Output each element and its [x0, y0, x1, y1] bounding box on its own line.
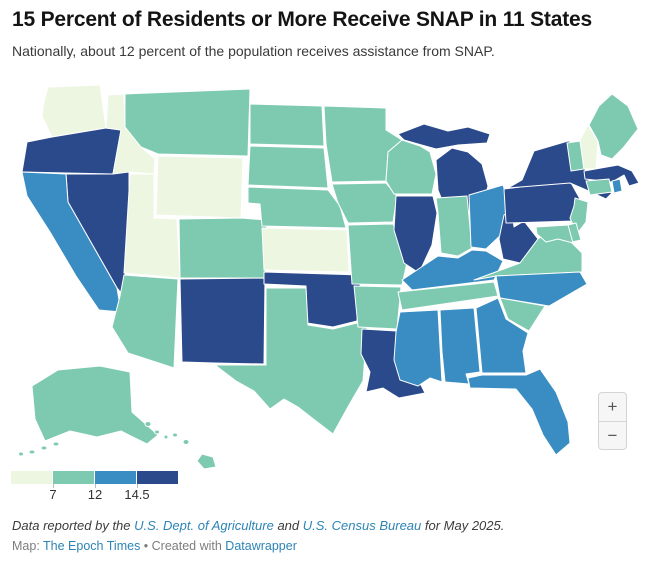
state-nm[interactable]	[179, 277, 266, 365]
state-ms[interactable]	[393, 309, 443, 387]
state-ut[interactable]	[123, 173, 181, 279]
state-me[interactable]	[588, 93, 639, 160]
state-wi[interactable]	[385, 139, 437, 195]
zoom-out-button[interactable]: −	[599, 421, 626, 449]
legend-swatch-below-7	[11, 471, 52, 484]
state-sc[interactable]	[499, 297, 546, 332]
legend-break-label: 14.5	[124, 487, 150, 502]
state-sd[interactable]	[247, 145, 329, 189]
epoch-times-link[interactable]: The Epoch Times	[43, 539, 141, 553]
alaska-aleutian-island[interactable]	[40, 445, 48, 451]
state-tx[interactable]	[214, 287, 368, 435]
state-ak[interactable]	[31, 365, 159, 445]
state-or[interactable]	[21, 127, 122, 175]
legend-swatch-12-14-5	[95, 471, 136, 484]
state-az[interactable]	[111, 274, 179, 369]
alaska-aleutian-island[interactable]	[28, 449, 36, 455]
census-bureau-link[interactable]: U.S. Census Bureau	[302, 518, 422, 533]
hawaii-island[interactable]	[154, 429, 160, 435]
separator-dot: •	[140, 539, 152, 553]
source-text: and	[273, 518, 303, 533]
state-md[interactable]	[535, 224, 574, 244]
hawaii-island[interactable]	[182, 439, 190, 445]
map-zoom-controls: + −	[598, 392, 627, 450]
state-mt[interactable]	[124, 88, 251, 157]
legend-color-bar	[11, 471, 183, 484]
hawaii-big-island[interactable]	[196, 453, 217, 470]
map-credit-text: Map:	[12, 539, 44, 553]
state-mi-upper-peninsula[interactable]	[397, 123, 491, 150]
us-choropleth-map	[18, 84, 640, 470]
state-fl[interactable]	[467, 368, 571, 456]
hawaii-island[interactable]	[172, 432, 178, 438]
alaska-aleutian-island[interactable]	[18, 451, 24, 457]
state-ky[interactable]	[401, 249, 504, 291]
state-ia[interactable]	[331, 182, 398, 224]
state-ga[interactable]	[475, 297, 529, 374]
zoom-in-button[interactable]: +	[599, 393, 626, 421]
state-tn[interactable]	[397, 281, 499, 311]
state-nd[interactable]	[249, 103, 325, 147]
state-ne[interactable]	[247, 186, 347, 229]
color-legend: 7 12 14.5	[11, 471, 183, 505]
legend-tick	[137, 484, 138, 488]
state-ca[interactable]	[21, 171, 122, 313]
legend-break-label: 12	[87, 487, 103, 502]
legend-swatch-7-12	[53, 471, 94, 484]
page-subtitle: Nationally, about 12 percent of the popu…	[12, 43, 495, 59]
source-text: Data reported by the	[12, 518, 135, 533]
alaska-aleutian-island[interactable]	[52, 441, 60, 447]
state-ks[interactable]	[261, 227, 350, 273]
legend-tick	[95, 484, 96, 488]
legend-swatch-above-14-5	[137, 471, 178, 484]
state-il[interactable]	[393, 195, 438, 274]
page-title: 15 Percent of Residents or More Receive …	[12, 8, 592, 31]
source-text: for May 2025.	[421, 518, 505, 533]
datawrapper-link[interactable]: Datawrapper	[225, 539, 297, 553]
hawaii-island[interactable]	[144, 421, 152, 427]
source-line: Data reported by the U.S. Dept. of Agric…	[12, 518, 504, 533]
state-ri[interactable]	[611, 178, 623, 194]
state-ct[interactable]	[585, 178, 613, 196]
state-ar[interactable]	[353, 285, 402, 330]
attribution-line: Map: The Epoch Times • Created with Data…	[12, 539, 297, 553]
state-co[interactable]	[178, 217, 268, 279]
legend-tick	[53, 484, 54, 488]
state-wy[interactable]	[155, 155, 244, 219]
state-al[interactable]	[439, 307, 481, 385]
state-nc[interactable]	[495, 271, 588, 307]
hawaii-island[interactable]	[163, 434, 169, 440]
created-with-text: Created with	[151, 539, 226, 553]
legend-break-label: 7	[49, 487, 57, 502]
state-nh[interactable]	[579, 124, 599, 170]
state-in[interactable]	[435, 195, 473, 257]
usda-link[interactable]: U.S. Dept. of Agriculture	[134, 518, 274, 533]
